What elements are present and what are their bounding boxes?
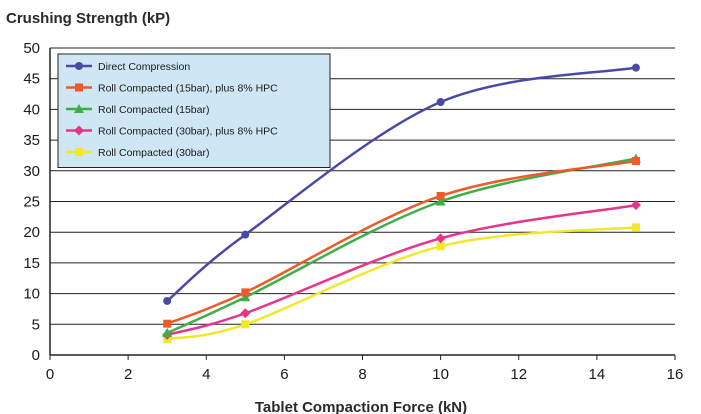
series-line-4 [166, 226, 637, 341]
series-3-point-2 [435, 233, 446, 244]
legend-swatch-marker-0 [75, 62, 83, 70]
y-tick-label-5: 5 [32, 316, 40, 333]
y-tick-label-25: 25 [23, 194, 40, 211]
series-0-point-2 [436, 98, 445, 107]
series-line-0 [166, 66, 637, 302]
legend-label-1: Roll Compacted (15bar), plus 8% HPC [98, 83, 278, 95]
x-tick-label-8: 8 [358, 366, 366, 383]
y-tick-label-0: 0 [32, 347, 40, 364]
series-1-point-3 [631, 156, 640, 165]
x-tick-label-2: 2 [124, 366, 132, 383]
legend-box [57, 53, 331, 168]
series-1-point-0 [163, 319, 172, 328]
x-tick-label-0: 0 [46, 366, 54, 383]
legend-swatch-marker-4 [75, 148, 83, 156]
y-tick-label-30: 30 [23, 163, 40, 180]
series-4-point-3 [631, 223, 640, 232]
x-tick-label-16: 16 [667, 366, 684, 383]
series-2-point-2 [435, 196, 446, 206]
y-tick-label-15: 15 [23, 255, 40, 272]
series-line-1 [166, 159, 637, 325]
series-0-point-3 [631, 63, 640, 72]
y-tick-label-10: 10 [23, 286, 40, 303]
legend-swatch-marker-2 [74, 104, 84, 113]
series-2-point-1 [240, 292, 251, 302]
series-line-2 [166, 157, 637, 335]
x-axis-label: Tablet Compaction Force (kN) [255, 399, 467, 414]
series-1-point-1 [241, 288, 250, 297]
legend-label-3: Roll Compacted (30bar), plus 8% HPC [98, 126, 278, 138]
series-4-point-2 [436, 242, 445, 251]
legend-swatch-marker-1 [75, 83, 83, 92]
series-line-3 [166, 203, 637, 336]
series-0-point-1 [241, 230, 250, 239]
legend: Direct Compression Roll Compacted (15bar)… [57, 53, 331, 168]
plot-area: 0 5 10 15 20 25 30 35 40 45 50 0 2 4 6 8 10 12 14 16 [23, 40, 683, 383]
legend-label-2: Roll Compacted (15bar) [98, 104, 209, 116]
legend-swatch-marker-3 [74, 125, 84, 136]
y-tick-label-40: 40 [23, 101, 40, 118]
y-tick-label-45: 45 [23, 71, 40, 88]
x-tick-label-12: 12 [510, 366, 527, 383]
x-tick-label-6: 6 [280, 366, 288, 383]
y-axis-label: Crushing Strength (kP) [6, 10, 170, 27]
series-3-point-3 [630, 200, 641, 211]
x-tick-label-14: 14 [589, 366, 606, 383]
series-4-point-1 [241, 320, 250, 329]
series-2-point-0 [162, 327, 173, 337]
series-1-point-2 [436, 191, 445, 200]
legend-label-4: Roll Compacted (30bar) [98, 147, 209, 159]
series-0-point-0 [163, 296, 172, 305]
legend-label-0: Direct Compression [98, 61, 190, 73]
y-tick-label-35: 35 [23, 132, 40, 149]
series-3-point-1 [240, 308, 251, 319]
x-tick-label-10: 10 [432, 366, 449, 383]
y-tick-label-50: 50 [23, 40, 40, 57]
y-tick-label-20: 20 [23, 224, 40, 241]
x-tick-label-4: 4 [202, 366, 210, 383]
